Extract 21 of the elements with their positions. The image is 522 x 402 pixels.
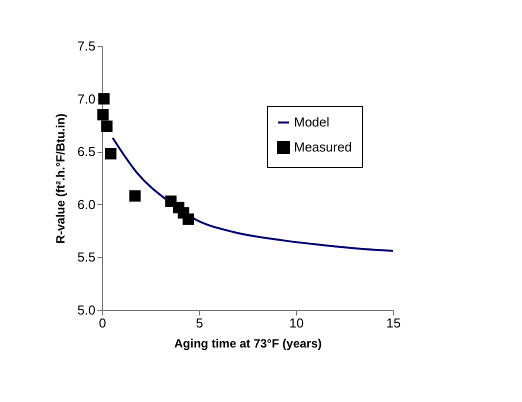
point xyxy=(97,108,109,120)
x-tick-label: 15 xyxy=(386,316,401,330)
x-tick-label: 10 xyxy=(289,316,304,330)
y-tick-label: 7.5 xyxy=(77,38,96,54)
x-tick-label: 0 xyxy=(98,316,106,330)
y-tick-label: 5.5 xyxy=(77,250,96,265)
point xyxy=(98,93,110,104)
y-axis-title: R-value (ft².h.°F/Btu.in) xyxy=(53,113,68,244)
y-tick-label: 6.5 xyxy=(77,144,96,160)
y-tick-label: 7.0 xyxy=(77,91,96,106)
x-tick-label: 5 xyxy=(196,316,204,330)
point xyxy=(105,148,116,160)
point xyxy=(129,190,141,202)
y-tick-label: 5.0 xyxy=(77,302,96,318)
y-tick-label: 6.0 xyxy=(77,196,96,212)
line-series xyxy=(112,136,394,252)
legend-label: Measured xyxy=(294,140,352,154)
point xyxy=(101,120,113,132)
x-axis-title: Aging time at 73°F (years) xyxy=(174,336,322,350)
legend-label: Model xyxy=(294,114,330,130)
point xyxy=(182,213,194,225)
